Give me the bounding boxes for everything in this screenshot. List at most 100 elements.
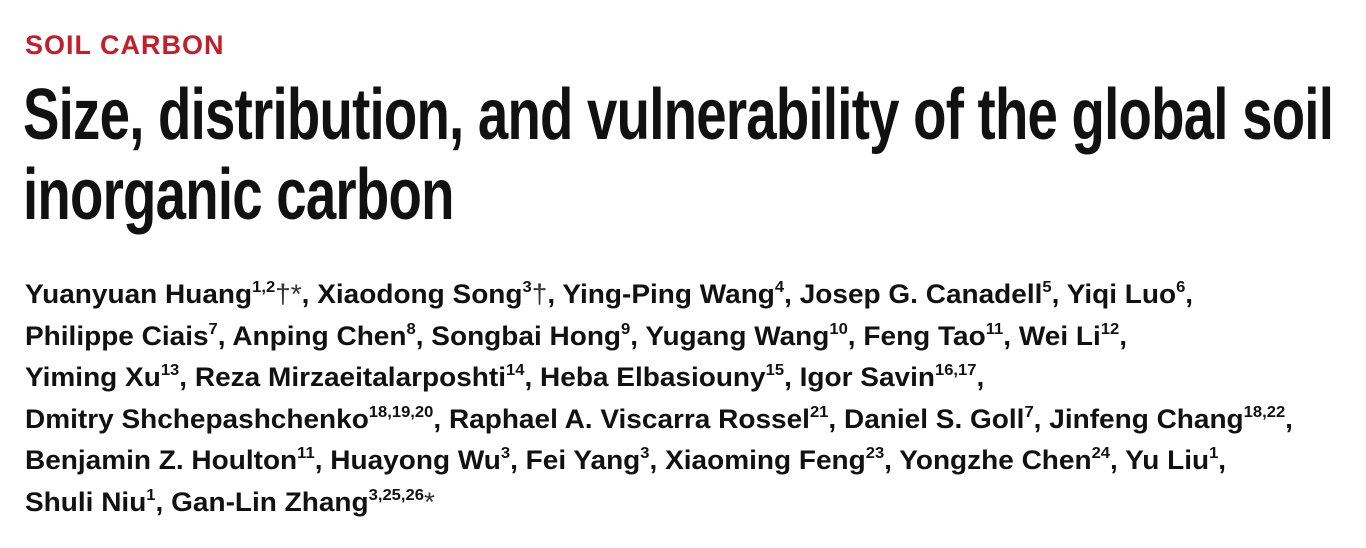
author: Igor Savin16,17 [800,362,977,392]
author-name: Reza Mirzaeitalarposhti [194,362,507,392]
author: Daniel S. Goll7 [844,404,1034,434]
separator: , [828,403,837,434]
affiliation: 3 [640,445,650,462]
affiliation: 3 [500,445,511,462]
author-name: Igor Savin [799,362,935,392]
affiliation: 6 [1176,279,1186,296]
author: Reza Mirzaeitalarposhti14 [195,362,525,392]
separator: , [649,445,658,475]
author: Yiming Xu13 [25,362,179,392]
separator: , [1285,403,1293,434]
author: Yuanyuan Huang1,2†* [25,279,302,309]
separator: , [155,486,164,517]
affiliation: 8 [406,320,416,338]
author-name: Fei Yang [525,445,641,475]
separator: , [510,445,518,475]
author: Xiaoming Feng23 [665,445,884,475]
author-name: Xiaoming Feng [665,445,866,475]
separator: , [630,320,639,351]
affiliation: 14 [506,362,525,379]
author-line: Yuanyuan Huang1,2†*, Xiaodong Song3†, Yi… [25,279,1193,310]
affiliation: 11 [297,445,315,462]
author: Shuli Niu1 [25,487,156,517]
author-name: Yuanyuan Huang [25,279,253,309]
affiliation: 5 [1042,279,1052,296]
author: Yongzhe Chen24 [899,445,1110,475]
affiliation: 12 [1100,320,1120,338]
author: Gan-Lin Zhang3,25,26* [171,487,435,517]
separator: , [217,320,226,351]
separator: , [433,403,442,434]
section-label: SOIL CARBON [25,30,225,60]
affiliation: 13 [160,362,180,379]
author-name: Songbai Hong [431,320,622,351]
author: Dmitry Shchepashchenko18,19,20 [25,404,433,434]
separator: , [179,362,188,392]
author-name: Philippe Ciais [25,320,209,351]
affiliation: 24 [1091,445,1111,462]
author: Fei Yang3 [526,445,650,475]
author-note: * [423,486,435,517]
affiliation: 9 [621,320,631,338]
separator: , [847,320,856,351]
author-note: † [531,279,548,309]
affiliation: 7 [208,320,218,338]
separator: , [1003,320,1012,351]
author: Yugang Wang10 [645,321,847,351]
affiliation: 1,2 [252,279,276,296]
author: Jinfeng Chang18,22 [1049,404,1285,434]
author-name: Yu Liu [1125,445,1210,475]
author-name: Shuli Niu [25,486,147,517]
affiliation: 10 [829,320,848,338]
separator: , [314,445,323,475]
title-line: Size, distribution, and vulnerability of… [23,75,1334,155]
author-line: Yiming Xu13, Reza Mirzaeitalarposhti14, … [25,362,984,393]
author-name: Dmitry Shchepashchenko [25,403,369,434]
title-line: inorganic carbon [23,155,454,235]
separator: , [1218,445,1227,475]
affiliation: 4 [774,279,785,296]
separator: , [1051,279,1060,309]
author: Benjamin Z. Houlton11 [25,445,315,475]
affiliation: 15 [765,362,785,379]
author: Feng Tao11 [863,321,1003,351]
author: Heba Elbasiouny15 [540,362,784,392]
author-name: Gan-Lin Zhang [171,486,369,517]
separator: , [884,445,892,475]
author-name: Huayong Wu [330,445,501,475]
affiliation: 1 [1209,445,1219,462]
separator: , [301,279,310,309]
separator: , [1119,320,1128,351]
author-name: Yongzhe Chen [899,445,1092,475]
separator: , [784,279,792,309]
affiliation: 3,25,26 [368,486,424,504]
separator: , [524,362,533,392]
author: Ying-Ping Wang4 [562,279,784,309]
separator: , [415,320,424,351]
author-name: Heba Elbasiouny [540,362,766,392]
affiliation: 1 [146,486,156,504]
author: Philippe Ciais7 [25,321,218,351]
author-name: Wei Li [1018,320,1101,351]
author-line: Dmitry Shchepashchenko18,19,20, Raphael … [25,404,1293,435]
author-note: †* [275,279,302,309]
author: Raphael A. Viscarra Rossel21 [449,404,828,434]
affiliation: 16,17 [934,362,977,379]
author-name: Yugang Wang [645,320,830,351]
separator: , [1185,279,1194,309]
separator: , [976,362,985,392]
author-line: Benjamin Z. Houlton11, Huayong Wu3, Fei … [25,445,1226,476]
affiliation: 18,22 [1243,403,1286,421]
author-name: Yiming Xu [25,362,161,392]
author-name: Yiqi Luo [1066,279,1177,309]
author-name: Daniel S. Goll [843,403,1025,434]
separator: , [784,362,792,392]
author: Anping Chen8 [232,321,415,351]
author: Josep G. Canadell5 [800,279,1052,309]
author: Huayong Wu3 [330,445,510,475]
author-name: Josep G. Canadell [799,279,1043,309]
author-name: Raphael A. Viscarra Rossel [448,403,810,434]
author-name: Xiaodong Song [317,279,523,309]
affiliation: 21 [809,403,829,421]
